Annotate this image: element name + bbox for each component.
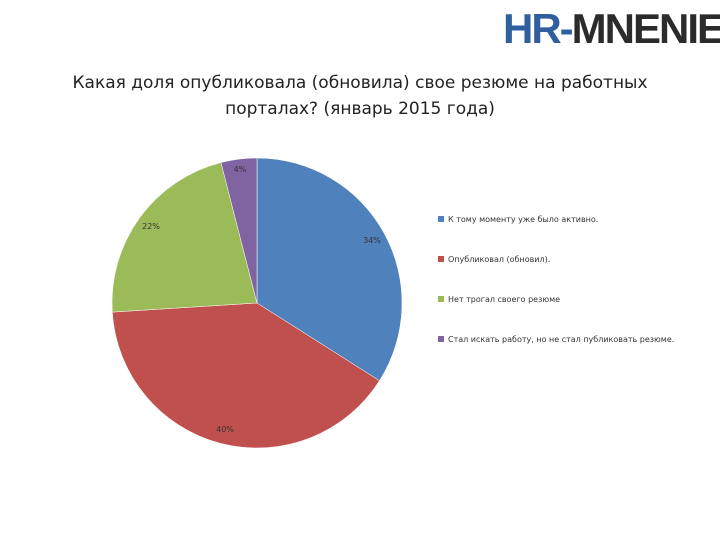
pie-slice-3 <box>111 162 258 313</box>
data-label-3: 22% <box>142 222 160 231</box>
logo-dash: - <box>559 5 574 52</box>
pie-slice-1 <box>256 157 403 382</box>
data-label-4: 4% <box>234 165 247 174</box>
logo-mnenie: MNENIE <box>571 5 720 52</box>
pie-slice-4 <box>220 157 258 304</box>
legend-label: К тому моменту уже было активно. <box>448 214 599 224</box>
legend-label: Опубликовал (обновил). <box>448 254 551 264</box>
legend-swatch <box>438 216 444 222</box>
legend-swatch <box>438 336 444 342</box>
brand-logo: HR-MNENIE <box>503 8 720 50</box>
data-label-2: 40% <box>216 425 234 434</box>
logo-hr: HR <box>503 5 562 52</box>
legend-item-1: К тому моменту уже было активно. <box>438 214 708 224</box>
pie-slice-2 <box>112 302 380 449</box>
legend-item-3: Нет трогал своего резюме <box>438 294 708 304</box>
legend-label: Стал искать работу, но не стал публикова… <box>448 334 675 344</box>
chart-title-line-2: порталах? (январь 2015 года) <box>225 99 495 119</box>
legend-item-4: Стал искать работу, но не стал публикова… <box>438 334 708 344</box>
chart-title: Какая доля опубликовала (обновила) свое … <box>30 70 690 122</box>
legend-item-2: Опубликовал (обновил). <box>438 254 708 264</box>
data-label-1: 34% <box>363 236 381 245</box>
legend-swatch <box>438 296 444 302</box>
chart-legend: К тому моменту уже было активно. Опублико… <box>438 214 708 374</box>
chart-title-line-1: Какая доля опубликовала (обновила) свое … <box>72 73 648 93</box>
legend-swatch <box>438 256 444 262</box>
legend-label: Нет трогал своего резюме <box>448 294 561 304</box>
